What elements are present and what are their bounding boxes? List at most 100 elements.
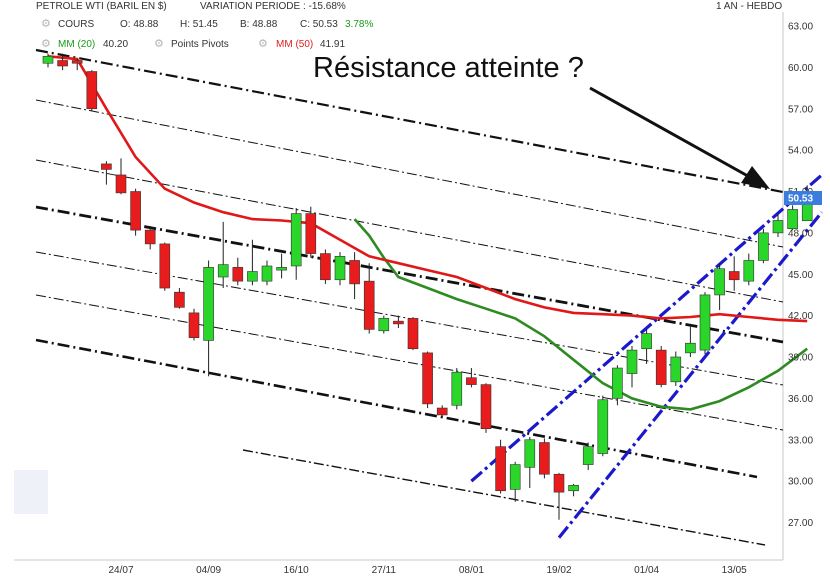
x-tick-label: 13/05: [722, 565, 747, 576]
arrow-head: [741, 166, 770, 189]
candle-body: [305, 213, 317, 254]
timeframe-label[interactable]: 1 AN - HEBDO: [716, 1, 783, 12]
candle-body: [612, 367, 623, 399]
annotation-text: Résistance atteinte ?: [313, 52, 584, 84]
pivot-line: [35, 205, 784, 344]
candle-body: [524, 439, 536, 468]
annotation-arrow: [589, 86, 756, 182]
x-tick-label: 04/09: [196, 565, 221, 576]
candle-body: [261, 265, 273, 282]
candle-body: [436, 407, 448, 416]
candle-body: [393, 320, 404, 325]
gear-icon[interactable]: ⚙: [41, 38, 51, 50]
high-value: H: 51.45: [180, 19, 218, 30]
candle-body: [480, 384, 492, 430]
candle-body: [276, 267, 287, 271]
y-tick-label: 48.00: [788, 228, 813, 239]
y-tick-label: 60.00: [788, 63, 813, 74]
candle-body: [320, 253, 331, 281]
y-tick-label: 57.00: [788, 104, 813, 115]
pivot-line: [242, 449, 766, 546]
y-tick-label: 42.00: [788, 311, 813, 322]
candle-body: [714, 268, 725, 296]
x-tick-label: 19/02: [546, 565, 571, 576]
x-tick-label: 08/01: [459, 565, 484, 576]
pivots-label[interactable]: Points Pivots: [171, 39, 229, 50]
candle-body: [699, 294, 711, 351]
candle-body: [772, 220, 784, 234]
open-value: O: 48.88: [120, 19, 159, 30]
mm50-value: 41.91: [320, 39, 346, 50]
candle-body: [144, 229, 156, 245]
candle-body: [568, 484, 579, 492]
y-tick-label: 27.00: [788, 518, 813, 529]
trend-channel-line: [470, 173, 823, 483]
x-tick-label: 01/04: [634, 565, 659, 576]
candle-body: [728, 271, 740, 281]
candle-body: [670, 356, 682, 383]
candle-body: [101, 163, 112, 170]
candle-body: [130, 191, 141, 231]
candle-body: [247, 271, 258, 282]
gear-icon[interactable]: ⚙: [154, 38, 164, 50]
candle-body: [159, 243, 171, 289]
background-panel: [14, 470, 48, 514]
candle-body: [57, 60, 68, 67]
y-tick-label: 36.00: [788, 394, 813, 405]
candle-body: [378, 318, 390, 332]
mm20-label[interactable]: MM (20): [58, 39, 96, 50]
candle-body: [174, 291, 185, 308]
x-tick-label: 24/07: [108, 565, 133, 576]
candle-body: [758, 232, 769, 261]
pivot-line: [35, 294, 784, 431]
last-price-badge: [784, 190, 822, 205]
candle-body: [349, 260, 360, 285]
gear-icon[interactable]: ⚙: [258, 38, 268, 50]
candle-body: [495, 446, 506, 492]
candle-body: [290, 213, 302, 267]
candle-body: [451, 371, 463, 406]
candle-body: [422, 352, 433, 405]
low-value: B: 48.88: [240, 19, 278, 30]
candle-body: [655, 349, 667, 385]
y-tick-label: 30.00: [788, 477, 813, 488]
candle-body: [86, 71, 98, 110]
candle-body: [641, 333, 652, 350]
mm50-label[interactable]: MM (50): [276, 39, 314, 50]
close-value: C: 50.53: [300, 19, 338, 30]
y-tick-label: 63.00: [788, 22, 813, 33]
change-value: 3.78%: [345, 19, 374, 30]
instrument-title: PETROLE WTI (BARIL EN $): [36, 1, 167, 12]
candle-body: [626, 349, 638, 374]
candle-body: [539, 442, 550, 475]
candle-body: [553, 473, 565, 493]
mm50-line: [47, 55, 808, 323]
candle-body: [582, 446, 594, 465]
x-tick-label: 27/11: [372, 565, 397, 576]
candle-body: [232, 267, 244, 282]
trend-channel-line: [557, 211, 824, 539]
candle-body: [466, 377, 477, 385]
mm20-line: [353, 218, 808, 411]
candle-body: [597, 399, 609, 454]
candle-body: [787, 209, 798, 230]
pivot-line: [35, 99, 784, 248]
candle-body: [685, 342, 696, 354]
pivot-line: [35, 48, 784, 194]
last-price-label: 50.53: [788, 193, 813, 204]
cours-label[interactable]: COURS: [58, 19, 95, 30]
y-tick-label: 54.00: [788, 146, 813, 157]
gear-icon[interactable]: ⚙: [41, 18, 51, 30]
candle-body: [203, 267, 214, 341]
y-tick-label: 39.00: [788, 353, 813, 364]
candle-body: [363, 280, 375, 330]
pivot-line: [35, 338, 758, 479]
candle-body: [509, 464, 521, 490]
period-variation: VARIATION PERIODE : -15.68%: [200, 1, 346, 12]
y-tick-label: 45.00: [788, 270, 813, 281]
candle-body: [115, 174, 127, 194]
x-tick-label: 16/10: [284, 565, 309, 576]
mm20-value: 40.20: [103, 39, 129, 50]
y-tick-label: 33.00: [788, 435, 813, 446]
